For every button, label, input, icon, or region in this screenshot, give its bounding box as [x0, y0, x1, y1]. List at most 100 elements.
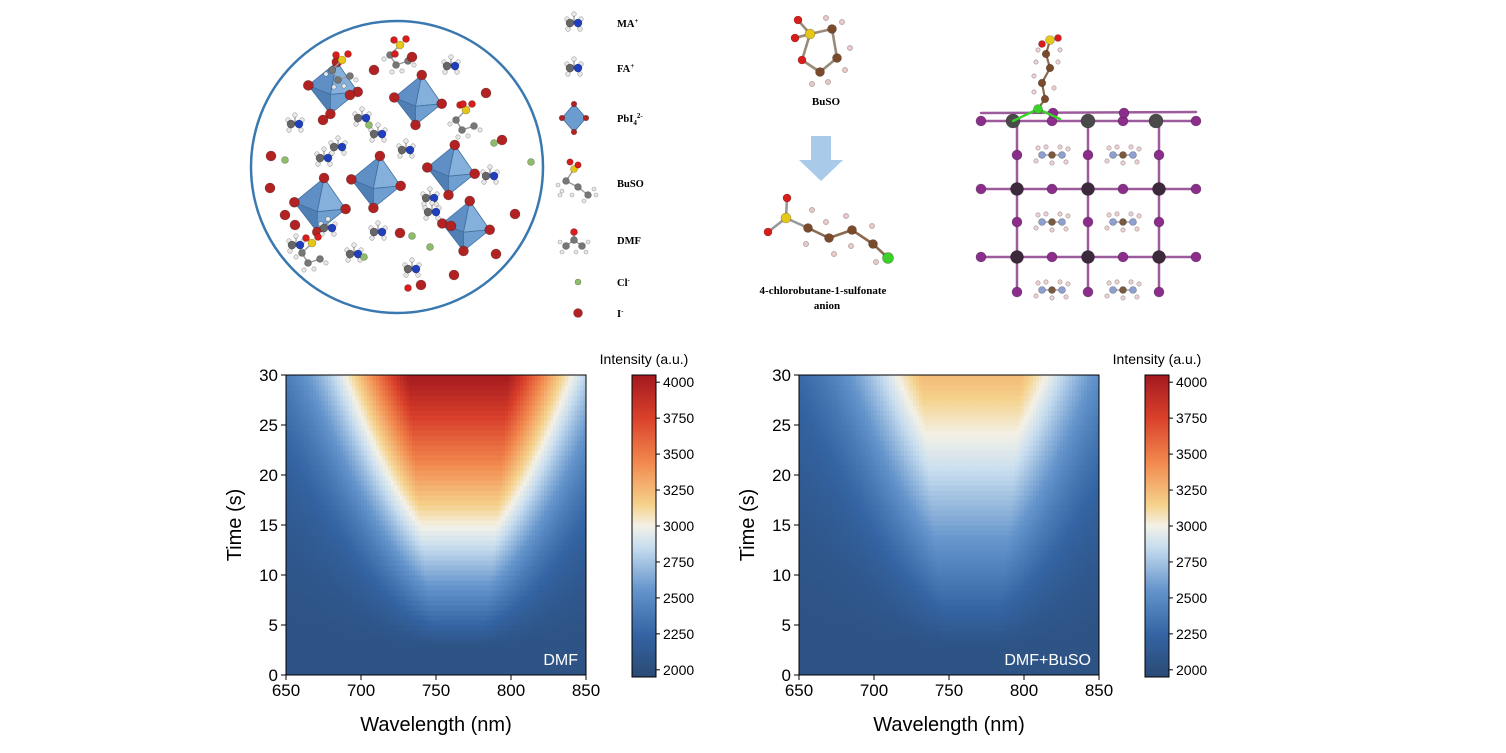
heatmap-cell — [412, 490, 416, 496]
heatmap-cell — [538, 640, 542, 646]
heatmap-cell — [577, 500, 581, 506]
carbon-atom — [1119, 151, 1127, 159]
heatmap-cell — [442, 655, 446, 661]
heatmap-cell — [382, 470, 386, 476]
heatmap-cell — [328, 605, 332, 611]
heatmap-cell — [580, 575, 584, 581]
carbon-atom — [369, 227, 379, 237]
heatmap-cell — [565, 635, 569, 641]
heatmap-cell — [556, 565, 560, 571]
heatmap-cell — [487, 495, 491, 501]
heatmap-cell — [349, 460, 353, 466]
heatmap-cell — [418, 655, 422, 661]
heatmap-cell — [484, 535, 488, 541]
nitrogen-atom — [450, 61, 460, 71]
heatmap-cell — [361, 610, 365, 616]
heatmap-cell — [499, 670, 503, 675]
heatmap-cell — [382, 665, 386, 671]
heatmap-cell — [532, 630, 536, 636]
heatmap-cell — [442, 550, 446, 556]
heatmap-cell — [535, 515, 539, 521]
heatmap-cell — [514, 670, 518, 675]
heatmap-cell — [514, 665, 518, 671]
perovskite-lattice-model — [975, 34, 1202, 301]
heatmap-cell — [388, 555, 392, 561]
heatmap-cell — [484, 495, 488, 501]
carbon-atom — [423, 207, 433, 217]
heatmap-cell — [439, 650, 443, 656]
heatmap-cell — [289, 615, 293, 621]
heatmap-cell — [325, 570, 329, 576]
heatmap-cell — [472, 460, 476, 466]
heatmap-cell — [583, 500, 586, 506]
heatmap-cell — [382, 525, 386, 531]
heatmap-cell — [373, 530, 377, 536]
heatmap-cell — [340, 455, 344, 461]
heatmap-cell — [523, 540, 527, 546]
heatmap-cell — [439, 615, 443, 621]
heatmap-cell — [376, 465, 380, 471]
heatmap-cell — [454, 590, 458, 596]
heatmap-cell — [427, 455, 431, 461]
heatmap-cell — [394, 550, 398, 556]
hydrogen-atom — [1114, 211, 1120, 217]
heatmap-cell — [424, 575, 428, 581]
heatmap-cell — [355, 535, 359, 541]
heatmap-cell — [481, 585, 485, 591]
heatmap-cell — [478, 485, 482, 491]
heatmap-cell — [286, 510, 290, 516]
heatmap-cell — [583, 615, 586, 621]
heatmap-cell — [439, 575, 443, 581]
heatmap-cell — [334, 545, 338, 551]
heatmap-cell — [322, 510, 326, 516]
heatmap-cell — [382, 465, 386, 471]
heatmap-cell — [289, 545, 293, 551]
heatmap-cell — [427, 645, 431, 651]
heatmap-cell — [493, 470, 497, 476]
heatmap-cell — [343, 455, 347, 461]
heatmap-cell — [352, 450, 356, 456]
heatmap-cell — [316, 475, 320, 481]
heatmap-cell — [304, 495, 308, 501]
heatmap-cell — [514, 620, 518, 626]
oxygen-atom — [459, 100, 467, 108]
heatmap-cell — [553, 575, 557, 581]
heatmap-cell — [319, 565, 323, 571]
heatmap-cell — [514, 490, 518, 496]
fa-cation — [285, 112, 305, 133]
heatmap-cell — [487, 615, 491, 621]
heatmap-cell — [367, 525, 371, 531]
heatmap-cell — [346, 565, 350, 571]
heatmap-cell — [361, 525, 365, 531]
heatmap-cell — [361, 660, 365, 666]
heatmap-cell — [403, 590, 407, 596]
heatmap-cell — [310, 465, 314, 471]
heatmap-cell — [388, 580, 392, 586]
heatmap-cell — [373, 455, 377, 461]
heatmap-cell — [439, 595, 443, 601]
heatmap-cell — [562, 630, 566, 636]
heatmap-cell — [517, 535, 521, 541]
heatmap-cell — [343, 615, 347, 621]
heatmap-cell — [529, 670, 533, 675]
heatmap-cell — [508, 530, 512, 536]
heatmap-cell — [454, 645, 458, 651]
heatmap-cell — [583, 670, 586, 675]
heatmap-cell — [433, 485, 437, 491]
heatmap-cell — [451, 510, 455, 516]
heatmap-cell — [559, 560, 563, 566]
heatmap-cell — [568, 605, 572, 611]
heatmap-cell — [529, 560, 533, 566]
heatmap-cell — [295, 485, 299, 491]
heatmap-cell — [289, 655, 293, 661]
heatmap-cell — [409, 540, 413, 546]
heatmap-cell — [496, 635, 500, 641]
heatmap-cell — [367, 505, 371, 511]
heatmap-cell — [322, 650, 326, 656]
heatmap-cell — [388, 665, 392, 671]
heatmap-cell — [574, 640, 578, 646]
heatmap-cell — [358, 570, 362, 576]
heatmap-cell — [400, 535, 404, 541]
iodide-ion — [490, 248, 502, 260]
heatmap-cell — [361, 600, 365, 606]
